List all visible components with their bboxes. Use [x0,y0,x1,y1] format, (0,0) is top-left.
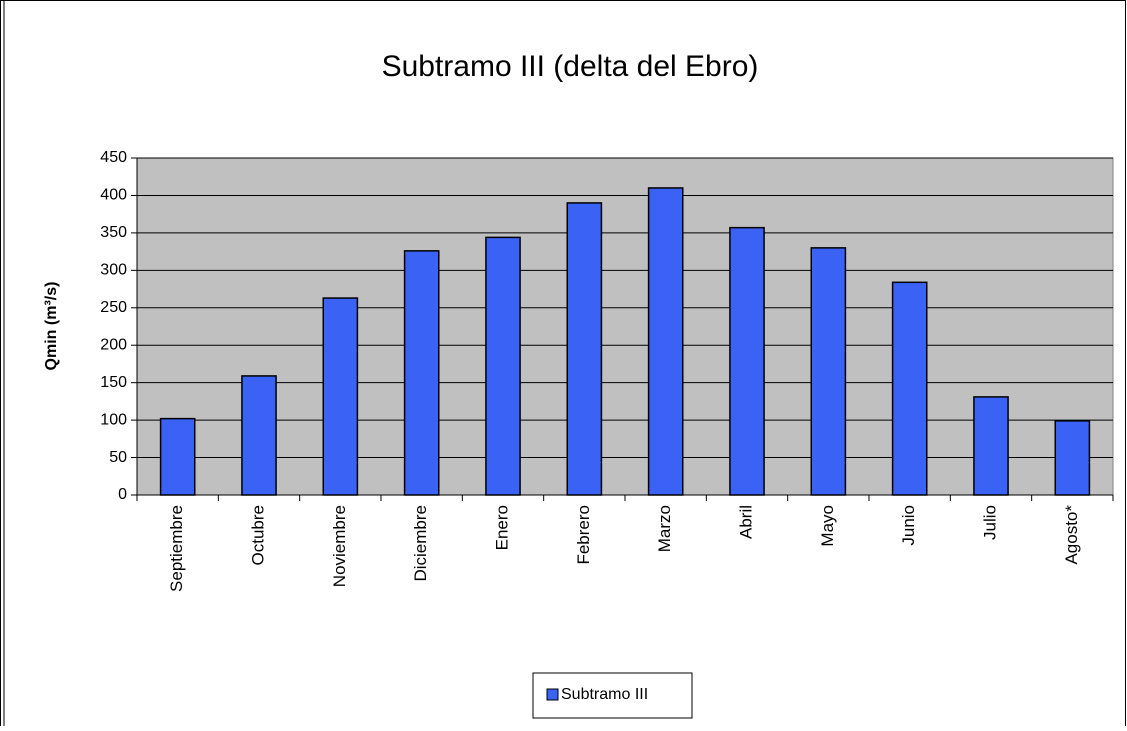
x-tick-label: Noviembre [330,505,349,587]
bar [810,247,847,496]
x-tick-label: Mayo [818,505,837,547]
y-tick-label: 200 [100,336,127,353]
x-tick-label: Enero [492,505,511,550]
x-tick-label: Octubre [248,505,267,565]
y-tick-label: 250 [100,299,127,316]
bar [729,226,765,496]
x-tick-label: Julio [980,505,999,540]
x-tick-label: Agosto* [1062,505,1081,565]
plot-area [136,157,1114,496]
x-tick-label: Abril [736,505,755,539]
y-tick-label: 350 [100,224,127,241]
bar [485,236,521,496]
y-tick-label: 450 [100,149,127,166]
bar [973,396,1009,496]
y-tick-label: 300 [100,262,127,279]
y-tick-label: 0 [118,486,127,503]
bar [647,187,684,496]
bar [566,202,603,496]
bar [159,417,196,496]
y-axis-label: Qmin (m³/s) [43,282,60,371]
bar [1054,420,1091,496]
x-tick-label: Diciembre [411,505,430,582]
x-tick-label: Junio [899,505,918,546]
x-tick-label: Septiembre [167,505,186,592]
x-tick-label: Marzo [655,505,674,552]
y-tick-label: 100 [100,411,127,428]
chart-title: Subtramo III (delta del Ebro) [382,50,759,83]
bar [241,375,277,496]
y-tick-label: 50 [109,449,127,466]
bar [403,250,440,496]
y-tick-label: 150 [100,374,127,391]
bar [322,297,359,496]
legend-label: Subtramo III [561,686,648,703]
legend-swatch [546,688,559,701]
legend-box [532,672,693,719]
bar [891,281,928,496]
x-tick-label: Febrero [574,505,593,565]
y-tick-label: 400 [100,187,127,204]
